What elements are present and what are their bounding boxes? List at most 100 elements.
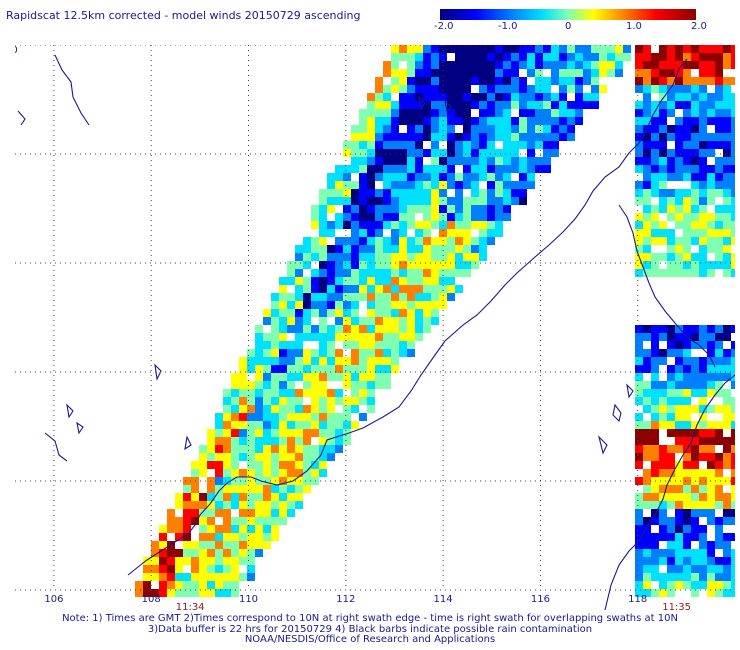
- wind-cell: [691, 93, 699, 101]
- wind-cell: [567, 101, 575, 109]
- wind-cell: [503, 141, 511, 149]
- wind-cell: [463, 245, 471, 253]
- wind-cell: [635, 357, 643, 365]
- coastline-borneo: [127, 58, 688, 576]
- wind-cell: [199, 525, 207, 533]
- wind-cell: [223, 565, 231, 573]
- wind-cell: [667, 165, 675, 173]
- wind-cell: [567, 85, 575, 93]
- wind-cell: [463, 85, 471, 93]
- wind-cell: [463, 261, 471, 269]
- wind-cell: [255, 413, 263, 421]
- wind-cell: [463, 237, 471, 245]
- wind-cell: [731, 453, 735, 461]
- wind-cell: [407, 157, 415, 165]
- wind-cell: [295, 501, 303, 509]
- wind-cell: [691, 229, 699, 237]
- wind-cell: [311, 213, 319, 221]
- wind-cell: [383, 237, 391, 245]
- wind-cell: [675, 525, 683, 533]
- longitude-label: 110: [239, 594, 258, 605]
- wind-cell: [367, 333, 375, 341]
- wind-cell: [367, 197, 375, 205]
- wind-cell: [675, 69, 683, 77]
- wind-cell: [399, 269, 407, 277]
- wind-cell: [383, 285, 391, 293]
- wind-cell: [503, 85, 511, 93]
- wind-cell: [527, 61, 535, 69]
- wind-cell: [375, 197, 383, 205]
- wind-cell: [699, 205, 707, 213]
- wind-cell: [335, 173, 343, 181]
- wind-cell: [635, 237, 643, 245]
- wind-cell: [731, 589, 735, 597]
- wind-cell: [255, 349, 263, 357]
- wind-cell: [699, 189, 707, 197]
- wind-cell: [707, 565, 715, 573]
- wind-cell: [423, 61, 431, 69]
- wind-cell: [223, 413, 231, 421]
- wind-cell: [191, 493, 199, 501]
- wind-cell: [527, 141, 535, 149]
- wind-cell: [463, 157, 471, 165]
- wind-cell: [683, 581, 691, 589]
- wind-cell: [351, 261, 359, 269]
- wind-cell: [699, 165, 707, 173]
- wind-cell: [311, 221, 319, 229]
- wind-cell: [723, 117, 731, 125]
- wind-cell: [447, 197, 455, 205]
- wind-cell: [271, 349, 279, 357]
- wind-cell: [707, 141, 715, 149]
- wind-cell: [723, 53, 731, 61]
- wind-cell: [375, 261, 383, 269]
- wind-cell: [159, 549, 167, 557]
- wind-cell: [635, 549, 643, 557]
- wind-cell: [643, 101, 651, 109]
- wind-cell: [635, 85, 643, 93]
- wind-cell: [375, 237, 383, 245]
- wind-cell: [407, 237, 415, 245]
- wind-cell: [667, 469, 675, 477]
- wind-cell: [263, 357, 271, 365]
- wind-cell: [287, 317, 295, 325]
- wind-cell: [715, 117, 723, 125]
- wind-cell: [311, 445, 319, 453]
- wind-cell: [667, 533, 675, 541]
- wind-cell: [215, 461, 223, 469]
- wind-cell: [659, 509, 667, 517]
- wind-cell: [439, 45, 447, 53]
- wind-cell: [707, 61, 715, 69]
- wind-cell: [503, 117, 511, 125]
- wind-cell: [511, 141, 519, 149]
- wind-cell: [423, 165, 431, 173]
- wind-cell: [551, 45, 559, 53]
- wind-cell: [231, 413, 239, 421]
- wind-cell: [715, 261, 723, 269]
- wind-cell: [255, 517, 263, 525]
- wind-cell: [723, 397, 731, 405]
- wind-cell: [391, 109, 399, 117]
- wind-cell: [723, 133, 731, 141]
- wind-cell: [675, 429, 683, 437]
- wind-cell: [391, 221, 399, 229]
- wind-cell: [691, 549, 699, 557]
- wind-cell: [335, 213, 343, 221]
- wind-cell: [263, 317, 271, 325]
- wind-cell: [343, 245, 351, 253]
- wind-cell: [583, 101, 591, 109]
- wind-cell: [247, 397, 255, 405]
- wind-cell: [723, 493, 731, 501]
- longitude-label: 106: [44, 594, 63, 605]
- wind-cell: [447, 93, 455, 101]
- wind-cell: [359, 109, 367, 117]
- wind-cell: [207, 453, 215, 461]
- wind-cell: [643, 421, 651, 429]
- wind-cell: [635, 477, 643, 485]
- wind-cell: [635, 213, 643, 221]
- wind-cell: [591, 93, 599, 101]
- wind-cell: [495, 77, 503, 85]
- wind-cell: [439, 189, 447, 197]
- wind-cell: [191, 573, 199, 581]
- wind-cell: [335, 397, 343, 405]
